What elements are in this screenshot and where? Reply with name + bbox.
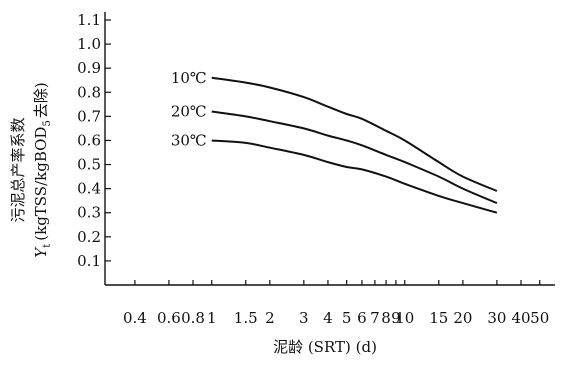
y-tick-label: 0.4 xyxy=(77,180,101,198)
y-axis-unit: (kgTSS/kgBOD xyxy=(32,127,50,241)
y-tick-label: 0.2 xyxy=(77,228,101,246)
y-tick-label: 0.9 xyxy=(77,59,101,77)
x-tick-label: 50 xyxy=(530,309,549,327)
x-tick-label: 15 xyxy=(429,309,448,327)
x-tick-label: 30 xyxy=(487,309,506,327)
x-tick-label: 6 xyxy=(357,309,367,327)
x-tick-label: 1 xyxy=(207,309,217,327)
y-axis-symbol: Y xyxy=(32,246,50,258)
x-ticks: 0.4 0.6 0.8 1 1.5 2 3 4 5 6 7 8 910 15 20 30 40 50 xyxy=(123,280,549,327)
x-tick-label: 5 xyxy=(342,309,352,327)
y-tick-label: 1.1 xyxy=(77,11,101,29)
x-axis-title: 泥龄 (SRT) (d) xyxy=(273,338,377,356)
series xyxy=(211,76,498,214)
series-line-2 xyxy=(211,110,498,205)
series-line-3 xyxy=(211,139,498,214)
x-tick-label: 4 xyxy=(323,309,333,327)
y-axis-title-main: 污泥总产率系数 xyxy=(9,117,27,222)
y-axis-unit-subscript: 5 xyxy=(42,120,53,126)
y-axis-unit-tail: 去除) xyxy=(32,82,50,118)
series-label-3: 30℃ xyxy=(171,131,207,149)
y-tick-label: 0.1 xyxy=(77,252,101,270)
series-label-1: 10℃ xyxy=(171,69,207,87)
y-tick-label: 0.3 xyxy=(77,204,101,222)
x-tick-label: 7 xyxy=(370,309,380,327)
y-axis-symbol-index: t xyxy=(42,244,53,248)
y-ticks: 0.1 0.2 0.3 0.4 0.5 0.6 0.7 0.8 0.9 1.0 1.1 xyxy=(77,11,111,270)
y-tick-label: 1.0 xyxy=(77,35,101,53)
y-axis-title: 污泥总产率系数 Yt (kgTSS/kgBOD5 去除) xyxy=(9,82,53,257)
x-tick-label: 3 xyxy=(299,309,309,327)
y-axis-title-unit: Yt (kgTSS/kgBOD5 去除) xyxy=(32,82,53,257)
series-line-1 xyxy=(211,76,498,192)
x-tick-label: 0.6 xyxy=(157,309,181,327)
x-tick-label: 10 xyxy=(395,309,414,327)
series-labels: 10℃ 20℃ 30℃ xyxy=(171,69,207,150)
y-tick-label: 0.5 xyxy=(77,156,101,174)
y-tick-label: 0.7 xyxy=(77,107,101,125)
axes xyxy=(104,12,555,286)
series-label-2: 20℃ xyxy=(171,103,207,121)
x-tick-label: 0.4 xyxy=(123,309,147,327)
x-tick-label: 40 xyxy=(511,309,530,327)
y-tick-label: 0.8 xyxy=(77,83,101,101)
x-tick-label: 9 xyxy=(391,309,401,327)
y-tick-label: 0.6 xyxy=(77,131,101,149)
x-tick-label: 0.8 xyxy=(181,309,205,327)
x-tick-label: 2 xyxy=(265,309,275,327)
x-tick-label: 1.5 xyxy=(234,309,258,327)
x-tick-label: 20 xyxy=(453,309,472,327)
x-tick-label: 8 xyxy=(381,309,391,327)
